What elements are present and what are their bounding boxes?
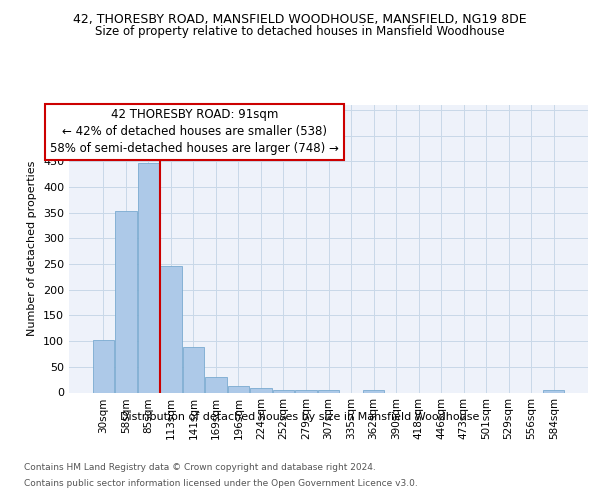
Bar — [92, 340, 114, 392]
Bar — [273, 390, 294, 392]
Text: Size of property relative to detached houses in Mansfield Woodhouse: Size of property relative to detached ho… — [95, 25, 505, 38]
Bar — [228, 386, 249, 392]
Bar — [115, 212, 137, 392]
Bar — [295, 390, 317, 392]
Bar — [182, 348, 204, 393]
Bar — [543, 390, 565, 392]
Text: Distribution of detached houses by size in Mansfield Woodhouse: Distribution of detached houses by size … — [121, 412, 479, 422]
Bar — [137, 162, 159, 392]
Text: Contains HM Land Registry data © Crown copyright and database right 2024.: Contains HM Land Registry data © Crown c… — [24, 464, 376, 472]
Y-axis label: Number of detached properties: Number of detached properties — [28, 161, 37, 336]
Text: 42 THORESBY ROAD: 91sqm
← 42% of detached houses are smaller (538)
58% of semi-d: 42 THORESBY ROAD: 91sqm ← 42% of detache… — [50, 108, 339, 156]
Text: Contains public sector information licensed under the Open Government Licence v3: Contains public sector information licen… — [24, 478, 418, 488]
Bar — [250, 388, 272, 392]
Bar — [205, 377, 227, 392]
Bar — [160, 266, 182, 392]
Bar — [363, 390, 384, 392]
Text: 42, THORESBY ROAD, MANSFIELD WOODHOUSE, MANSFIELD, NG19 8DE: 42, THORESBY ROAD, MANSFIELD WOODHOUSE, … — [73, 12, 527, 26]
Bar — [318, 390, 339, 392]
